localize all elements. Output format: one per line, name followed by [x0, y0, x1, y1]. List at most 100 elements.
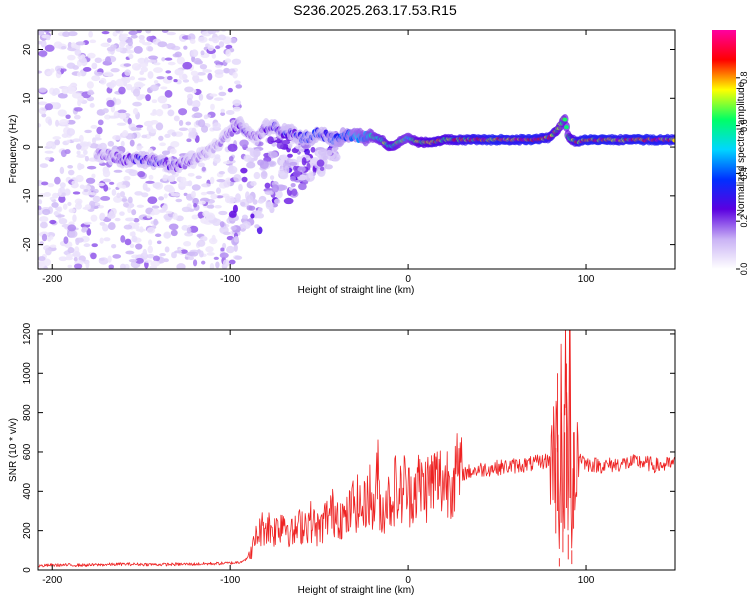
spectrogram-noise-cell: [214, 69, 225, 75]
spectrogram-noise-cell: [39, 216, 49, 223]
spectrogram-noise-cell: [166, 31, 176, 36]
spectrogram-scatter-cell: [252, 199, 258, 205]
spectrogram-noise-cell: [106, 212, 116, 219]
y-tick-label: -10: [22, 188, 33, 203]
spectrogram-noise-cell: [47, 183, 55, 188]
spectrogram-noise-cell: [197, 36, 208, 43]
spectrogram-noise-cell: [214, 97, 224, 101]
spectrogram-band-core: [672, 138, 675, 143]
spectrogram-noise-cell: [38, 30, 45, 36]
spectrogram-noise-cell: [38, 50, 48, 57]
spectrogram-noise-cell: [84, 129, 92, 134]
spectrogram-noise-cell: [67, 224, 77, 232]
spectrogram-scatter-cell: [271, 184, 279, 193]
spectrogram-noise-cell: [111, 244, 117, 249]
spectrogram-scatter-cell: [293, 170, 301, 178]
x-tick-label: -100: [220, 575, 240, 586]
spectrogram-noise-cell: [72, 214, 77, 223]
spectrogram-noise-cell: [219, 221, 225, 228]
spectrogram-noise-cell: [213, 256, 219, 260]
spectrogram-noise-cell: [102, 169, 111, 178]
spectrogram-noise-cell: [152, 182, 161, 189]
spectrogram-noise-cell: [133, 45, 143, 54]
spectrogram-noise-cell: [46, 231, 56, 238]
spectrogram-noise-cell: [173, 78, 178, 83]
snr-marks: [38, 330, 675, 568]
colorbar-tick-label: 0.6: [739, 119, 749, 132]
spectrogram-noise-cell: [175, 198, 183, 203]
spectrogram-noise-cell: [197, 162, 206, 167]
spectrogram-noise-cell: [92, 137, 102, 141]
spectrogram-noise-cell: [122, 129, 129, 137]
spectrogram-noise-cell: [187, 33, 196, 41]
spectrogram-scatter-cell: [269, 175, 275, 180]
spectrogram-noise-cell: [117, 109, 127, 114]
spectrogram-noise-cell: [181, 206, 192, 213]
spectrogram-noise-cell: [60, 45, 67, 50]
spectrogram-noise-cell: [111, 189, 117, 196]
spectrogram-noise-cell: [110, 67, 120, 73]
spectrogram-noise-cell: [99, 212, 106, 220]
spectrogram-noise-cell: [92, 195, 101, 203]
y-tick-label: 1200: [22, 322, 33, 345]
x-tick-label: -200: [42, 575, 62, 586]
spectrogram-noise-cell: [84, 155, 89, 162]
spectrogram-noise-cell: [211, 53, 217, 59]
spectrogram-noise-cell: [186, 138, 192, 143]
spectrogram-scatter-cell: [260, 170, 268, 180]
spectrogram-noise-cell: [192, 74, 200, 82]
spectrogram-noise-cell: [214, 30, 220, 33]
spectrogram-noise-cell: [63, 236, 69, 244]
spectrogram-scatter-cell: [316, 167, 321, 175]
spectrogram-noise-cell: [82, 149, 88, 155]
spectrogram-noise-cell: [102, 108, 109, 114]
spectrogram-scatter-cell: [279, 154, 289, 161]
spectrogram-noise-cell: [130, 126, 138, 132]
spectrogram-noise-cell: [99, 237, 104, 244]
spectrogram-noise-cell: [231, 58, 242, 65]
chart-title: S236.2025.263.17.53.R15: [293, 2, 457, 18]
spectrogram-scatter-cell: [253, 171, 261, 180]
spectrogram-noise-cell: [91, 173, 96, 179]
spectrogram-noise-cell: [163, 232, 171, 239]
spectrogram-noise-cell: [209, 93, 218, 97]
spectrogram-noise-cell: [181, 224, 189, 231]
spectrogram-noise-cell: [202, 69, 213, 73]
spectrogram-scatter-cell: [257, 198, 265, 204]
spectrogram-noise-cell: [187, 256, 195, 261]
spectrogram-noise-cell: [98, 205, 104, 209]
spectrogram-scatter-cell: [275, 190, 283, 199]
spectrogram-noise-cell: [49, 235, 54, 240]
spectrogram-noise-cell: [193, 58, 202, 65]
spectrogram-noise-cell: [219, 252, 229, 259]
spectrogram-noise-cell: [180, 249, 188, 254]
spectrogram-noise-cell: [201, 125, 209, 133]
spectrogram-noise-cell: [164, 133, 171, 139]
spectrogram-noise-cell: [188, 131, 193, 139]
spectrogram-noise-cell: [151, 205, 160, 209]
spectrogram-noise-cell: [196, 239, 206, 247]
spectrogram-scatter-cell: [267, 136, 274, 145]
spectrogram-noise-cell: [39, 163, 49, 168]
spectrogram-noise-cell: [107, 222, 116, 231]
spectrogram-noise-cell: [120, 198, 128, 202]
spectrogram-noise-cell: [184, 231, 194, 237]
spectrogram-noise-cell: [55, 70, 62, 79]
spectrogram-y-axis-label: Frequency (Hz): [8, 115, 19, 184]
spectrogram-noise-cell: [38, 199, 43, 205]
spectrogram-scatter-cell: [227, 165, 238, 175]
spectrogram-noise-cell: [65, 114, 71, 120]
spectrogram-noise-cell: [198, 93, 204, 101]
spectrogram-scatter-cell: [301, 157, 307, 166]
spectrogram-noise-cell: [76, 150, 81, 156]
spectrogram-noise-cell: [119, 263, 126, 269]
spectrogram-noise-cell: [121, 184, 127, 189]
spectrogram-scatter-cell: [322, 155, 329, 161]
spectrogram-noise-cell: [101, 31, 110, 35]
spectrogram-noise-cell: [191, 127, 197, 136]
spectrogram-noise-cell: [169, 148, 177, 155]
spectrogram-scatter-cell: [290, 175, 297, 182]
spectrogram-noise-cell: [190, 70, 199, 77]
spectrogram-noise-cell: [147, 196, 158, 204]
spectrogram-noise-cell: [124, 69, 132, 76]
